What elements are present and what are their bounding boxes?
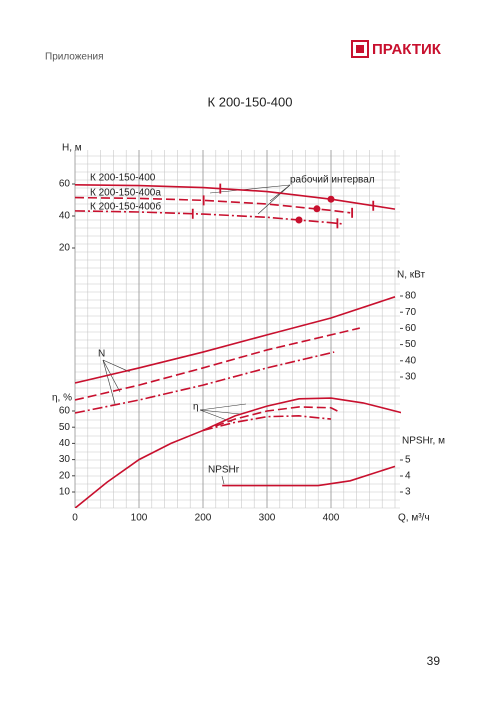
chart-title: К 200-150-400 — [208, 94, 293, 109]
leader-line — [102, 359, 121, 393]
curve — [75, 327, 360, 401]
series-label: К 200-150-400б — [90, 201, 161, 213]
y-tick-label: 40 — [59, 438, 71, 449]
y-tick-label: 70 — [405, 307, 417, 318]
y-tick-label: 60 — [59, 179, 71, 190]
curve — [75, 184, 396, 210]
brand: ПРАКТИК — [372, 41, 442, 58]
y-tick-label: 10 — [59, 487, 71, 498]
y-tick-label: 60 — [59, 406, 71, 417]
plot: 0 100 200 300 400 Q, м³/ч 20 40 60 H, м рабочий ин… — [52, 143, 445, 524]
x-tick-label: 0 — [72, 513, 78, 524]
curve — [75, 196, 351, 214]
logo-icon-inner — [356, 45, 364, 53]
y-tick-label: 3 — [405, 487, 411, 498]
duty-point — [327, 195, 335, 203]
y-tick-label: 5 — [405, 455, 411, 466]
duty-point — [295, 216, 303, 224]
axis-label: H, м — [62, 143, 82, 154]
leader-line — [221, 475, 225, 485]
annotation: NPSHr — [208, 465, 240, 476]
axis-label: η, % — [52, 393, 72, 404]
leader-line — [209, 184, 291, 194]
logo-icon — [351, 40, 369, 58]
y-tick-label: 40 — [405, 355, 417, 366]
y-tick-label: 20 — [59, 470, 71, 481]
curve — [75, 296, 396, 384]
curve — [222, 465, 396, 487]
axis-label: NPSHr, м — [402, 436, 445, 447]
x-tick-label: 300 — [259, 513, 276, 524]
y-tick-label: 60 — [405, 323, 417, 334]
leader-line — [199, 409, 241, 415]
curve — [75, 351, 335, 414]
x-tick-label: 100 — [131, 513, 148, 524]
leader-line — [199, 403, 247, 411]
curve — [202, 406, 338, 432]
annotation: N — [98, 349, 105, 360]
duty-point — [313, 205, 321, 213]
curve — [75, 210, 344, 225]
annotation: η — [193, 402, 199, 413]
y-tick-label: 30 — [405, 372, 417, 383]
annotation: рабочий интервал — [290, 174, 375, 186]
curve — [75, 397, 401, 508]
x-tick-label: 400 — [323, 513, 340, 524]
series-label: К 200-150-400а — [90, 188, 161, 199]
y-tick-label: 20 — [59, 243, 71, 254]
y-tick-label: 30 — [59, 454, 71, 465]
leader-line — [102, 359, 116, 405]
series-label: К 200-150-400 — [90, 173, 156, 184]
curve — [202, 415, 332, 432]
y-tick-label: 50 — [59, 422, 71, 433]
x-axis-label: Q, м³/ч — [398, 513, 430, 524]
y-tick-label: 80 — [405, 291, 417, 302]
page-number: 39 — [427, 654, 441, 668]
section-title: Приложения — [45, 52, 104, 63]
axis-label: N, кВт — [397, 270, 425, 281]
y-tick-label: 50 — [405, 339, 417, 350]
x-tick-label: 200 — [195, 513, 212, 524]
leader-line — [102, 359, 131, 373]
y-tick-label: 4 — [405, 471, 411, 482]
leader-line — [257, 184, 291, 215]
y-tick-label: 40 — [59, 211, 71, 222]
